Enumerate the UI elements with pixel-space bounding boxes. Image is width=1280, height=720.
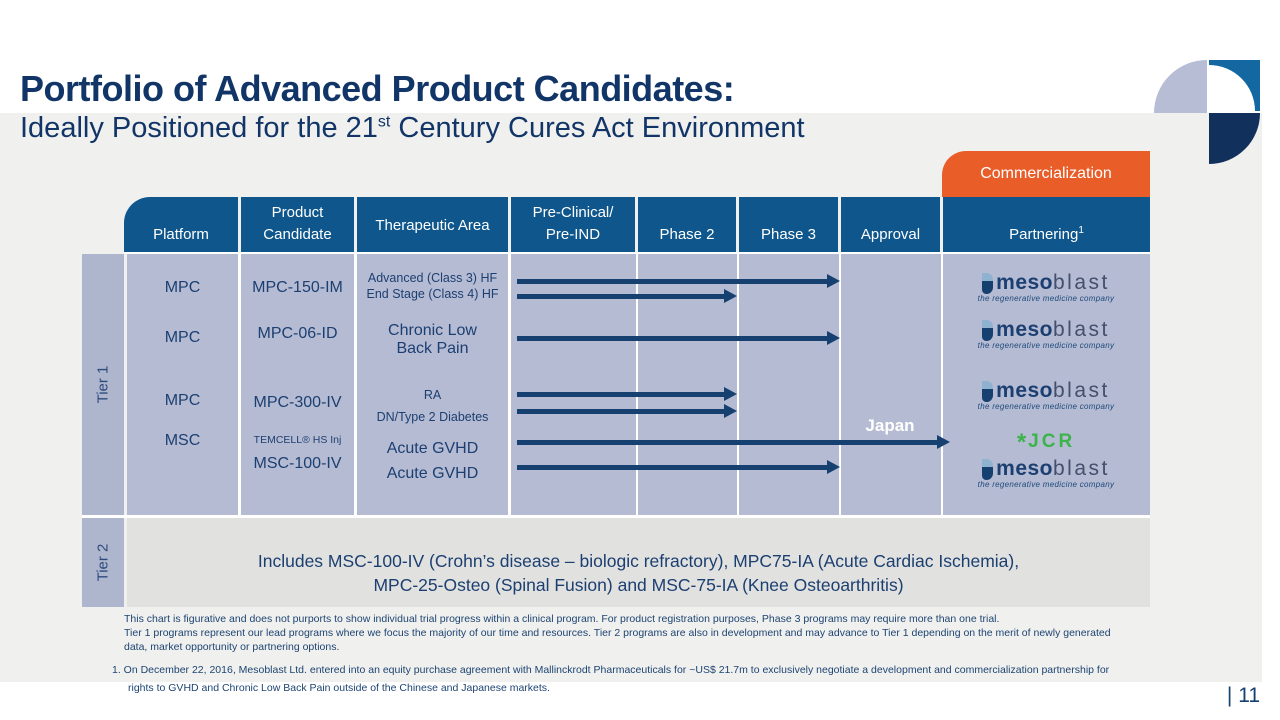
row3-area1: RA (423, 388, 442, 402)
corner-quarter-dark (1209, 113, 1260, 164)
column-divider (737, 254, 739, 515)
page-subtitle: Ideally Positioned for the 21st Century … (20, 112, 805, 145)
mesoblast-logo: meso blast the regenerative medicine comp… (977, 457, 1115, 489)
page-title: Portfolio of Advanced Product Candidates… (20, 68, 735, 109)
tier1-label: Tier 1 (94, 365, 112, 404)
row5-area: Acute GVHD (386, 465, 479, 482)
column-divider (508, 254, 511, 515)
column-divider (354, 254, 357, 515)
subtitle-superscript: st (377, 113, 391, 131)
column-divider (941, 254, 943, 515)
row-separator (82, 515, 1150, 518)
row3-platform: MPC (164, 392, 201, 409)
row4-candidate-small: TEMCELL® HS Inj (253, 434, 342, 446)
row5-candidate: MSC-100-IV (253, 455, 342, 472)
row-separator (124, 252, 1150, 254)
progress-arrow-temcell (517, 435, 950, 449)
subtitle-prefix: Ideally Positioned for the 21 (20, 112, 378, 144)
row2-platform: MPC (164, 329, 201, 346)
header-partnering: Partnering1 (943, 197, 1150, 252)
footnote-item1-line1: 1. On December 22, 2016, Mesoblast Ltd. … (112, 664, 1110, 676)
tier2-bar: Tier 2 (82, 518, 124, 607)
tier2-label: Tier 2 (94, 543, 112, 582)
column-divider (636, 254, 638, 515)
mesoblast-logo: meso blast the regenerative medicine comp… (977, 318, 1115, 350)
commercialization-banner: Commercialization (942, 151, 1150, 197)
corner-bite-white (1209, 65, 1255, 111)
header-phase3: Phase 3 (739, 197, 838, 252)
row1-platform: MPC (164, 279, 201, 296)
header-preclinical: Pre-Clinical/Pre-IND (511, 197, 635, 252)
japan-region-label: Japan (865, 416, 915, 435)
progress-arrow-mpc06 (517, 331, 840, 345)
tier2-text-line2: MPC-25-Osteo (Spinal Fusion) and MSC-75-… (373, 575, 904, 595)
footnote-paragraph-line1: This chart is figurative and does not pu… (124, 613, 1000, 625)
mesoblast-tagline: the regenerative medicine company (977, 480, 1115, 489)
progress-arrow-mpc150-class3 (517, 274, 840, 288)
mesoblast-mark-icon (982, 381, 994, 402)
jcr-logo: * JCR (1016, 429, 1076, 456)
mesoblast-tagline: the regenerative medicine company (977, 341, 1115, 350)
jcr-mark-icon: * (1016, 429, 1027, 456)
tier1-bar: Tier 1 (82, 254, 124, 515)
corner-quarter-light (1154, 60, 1207, 113)
page-number: | 11 (1226, 684, 1260, 707)
partnering-footnote-marker: 1 (1078, 224, 1084, 236)
progress-arrow-mpc300-dn (517, 404, 737, 418)
progress-arrow-mpc300-ra (517, 387, 737, 401)
progress-arrow-mpc150-class4 (517, 289, 737, 303)
footnote-paragraph-line2: Tier 1 programs represent our lead progr… (124, 627, 1111, 639)
header-phase2: Phase 2 (638, 197, 736, 252)
mesoblast-mark-icon (982, 320, 994, 341)
corner-decoration (1154, 60, 1260, 164)
footnote-item1-line2: rights to GVHD and Chronic Low Back Pain… (128, 682, 550, 694)
header-product-candidate: Product Candidate (241, 197, 354, 252)
progress-arrow-msc100 (517, 460, 840, 474)
header-platform: Platform (124, 197, 238, 252)
row4-platform: MSC (164, 432, 201, 449)
row3-candidate: MPC-300-IV (253, 394, 342, 411)
header-approval: Approval (841, 197, 940, 252)
row4-area: Acute GVHD (386, 440, 479, 457)
mesoblast-logo: meso blast the regenerative medicine comp… (977, 379, 1115, 411)
row3-area2: DN/Type 2 Diabetes (376, 410, 489, 424)
commercialization-label: Commercialization (980, 165, 1112, 182)
mesoblast-tagline: the regenerative medicine company (977, 402, 1115, 411)
column-divider (839, 254, 841, 515)
mesoblast-mark-icon (982, 273, 994, 294)
tier2-body (127, 518, 1150, 607)
row1-area2: End Stage (Class 4) HF (366, 287, 499, 301)
column-divider (238, 254, 241, 515)
mesoblast-mark-icon (982, 459, 994, 480)
header-therapeutic-area: Therapeutic Area (357, 197, 508, 252)
row2-area1: Chronic Low (388, 322, 477, 339)
footnote-paragraph-line3: data, market opportunity or partnering o… (124, 641, 340, 653)
subtitle-suffix: Century Cures Act Environment (390, 112, 805, 144)
mesoblast-logo: meso blast the regenerative medicine comp… (977, 271, 1115, 303)
row1-candidate: MPC-150-IM (252, 279, 343, 296)
row2-area2: Back Pain (396, 340, 469, 357)
mesoblast-tagline: the regenerative medicine company (977, 294, 1115, 303)
tier2-text-line1: Includes MSC-100-IV (Crohn’s disease – b… (257, 551, 1020, 571)
row1-area1: Advanced (Class 3) HF (367, 271, 498, 285)
row2-candidate: MPC-06-ID (257, 325, 338, 342)
